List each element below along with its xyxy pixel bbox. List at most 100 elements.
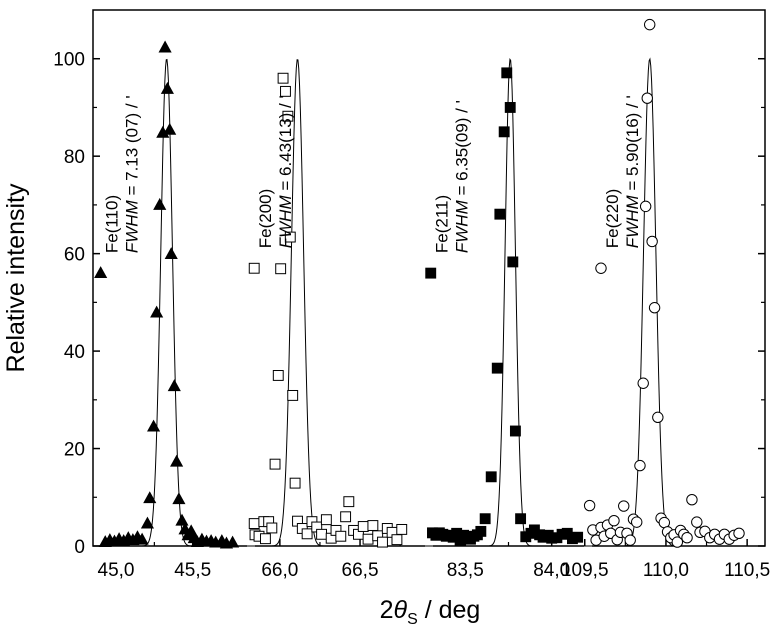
data-point [284,231,296,243]
data-point [691,516,703,528]
data-point [377,536,388,548]
data-point [320,514,332,526]
data-point [248,518,260,530]
y-axis-label: Relative intensity [2,183,30,372]
data-point [634,459,646,472]
data-point [266,522,278,534]
y-tick-label: 100 [53,50,85,71]
x-tick-label: 66,5 [342,560,379,581]
x-tick-label: 45,5 [174,560,211,581]
data-point [135,532,149,545]
data-point [301,528,313,540]
data-point [316,528,327,540]
data-point [509,425,521,437]
data-point [608,514,620,527]
x-tick-label: 84,0 [533,560,570,581]
data-point [681,532,693,544]
legend-marker [248,262,260,274]
data-point [624,534,636,546]
data-point [618,500,630,512]
data-point [289,477,301,489]
y-tick-label: 20 [64,440,85,461]
data-point [501,67,513,79]
data-point [491,362,503,374]
x-axis-label: 2θS / deg [380,596,481,628]
peak-annotation-fwhm: FWHM = 6.35(09) / ' [453,100,472,253]
data-point [170,454,184,467]
data-point [671,536,684,548]
peak-annotation-fwhm: FWHM = 7.13 (07) / ' [123,95,142,253]
data-point [485,471,497,483]
data-point [639,200,652,213]
data-point [167,379,181,392]
data-point [367,520,379,531]
data-point [287,389,299,401]
data-point [147,419,161,432]
data-point [140,516,155,529]
data-point [631,516,643,528]
data-point [272,370,284,381]
data-point [163,122,177,135]
data-point [158,40,172,53]
data-point [391,534,403,546]
data-point [641,92,653,104]
data-point [507,256,519,268]
data-point [357,521,369,532]
x-tick-label: 83,5 [447,560,484,581]
data-point [646,235,658,248]
data-point [153,197,167,210]
data-point [498,126,510,138]
fit-curve [588,57,765,547]
data-point [637,377,649,389]
data-point [572,531,584,543]
data-point [160,81,174,94]
data-point [282,110,294,122]
y-tick-label: 60 [64,245,85,266]
data-point [226,535,240,548]
data-point [259,533,271,545]
data-point [275,263,287,275]
peak-annotation-fwhm: FWHM = 6.43(13) / ' [276,95,295,248]
y-axis: 0 20 40 60 80 100 [53,50,765,558]
data-point [143,491,157,504]
data-point [396,523,408,535]
peak-annotation-fwhm: FWHM = 5.90(16) / ' [623,95,642,248]
data-point [686,494,698,506]
data-point [340,511,352,523]
data-point [362,533,374,545]
data-point [644,18,656,31]
fit-curve [429,58,588,547]
data-point [494,208,506,220]
data-point [150,305,164,318]
data-point [648,302,661,314]
peak-annotation-name: Fe(220) [603,189,622,249]
data-point [172,492,186,505]
data-point [175,513,189,526]
data-point [277,72,289,84]
x-tick-label: 66,0 [261,560,298,581]
data-point [583,499,596,512]
x-tick-label: 109,5 [561,560,609,581]
data-point [479,513,491,525]
fit-curve [251,59,429,547]
peak-annotation-name: Fe(110) [103,195,122,253]
data-point [515,513,527,525]
legend-marker [595,262,607,274]
panel-fe211: 83,5 84,0 Fe(211) FWHM = 6.35(09) / ' [425,58,588,581]
peak-annotation-name: Fe(211) [433,195,452,253]
data-point [164,247,178,260]
panel-fe200: 66,0 66,5 Fe(200) FWHM = 6.43(13) / ' [248,59,429,581]
data-point [475,525,487,537]
data-point [280,85,291,97]
panel-fe220: 109,5 110,0 110,5 Fe(220) FWHM = 5.90(16) / … [561,18,770,581]
data-point [733,527,745,540]
data-point [652,411,664,424]
data-point [343,496,355,508]
x-tick-label: 110,5 [724,560,770,581]
data-point [269,458,281,470]
panel-fe110: 45,0 45,5 Fe(110) FWHM = 7.13 (07) / ' [93,40,251,581]
legend-marker [425,267,437,279]
data-point [504,102,516,113]
y-tick-label: 40 [64,342,85,363]
